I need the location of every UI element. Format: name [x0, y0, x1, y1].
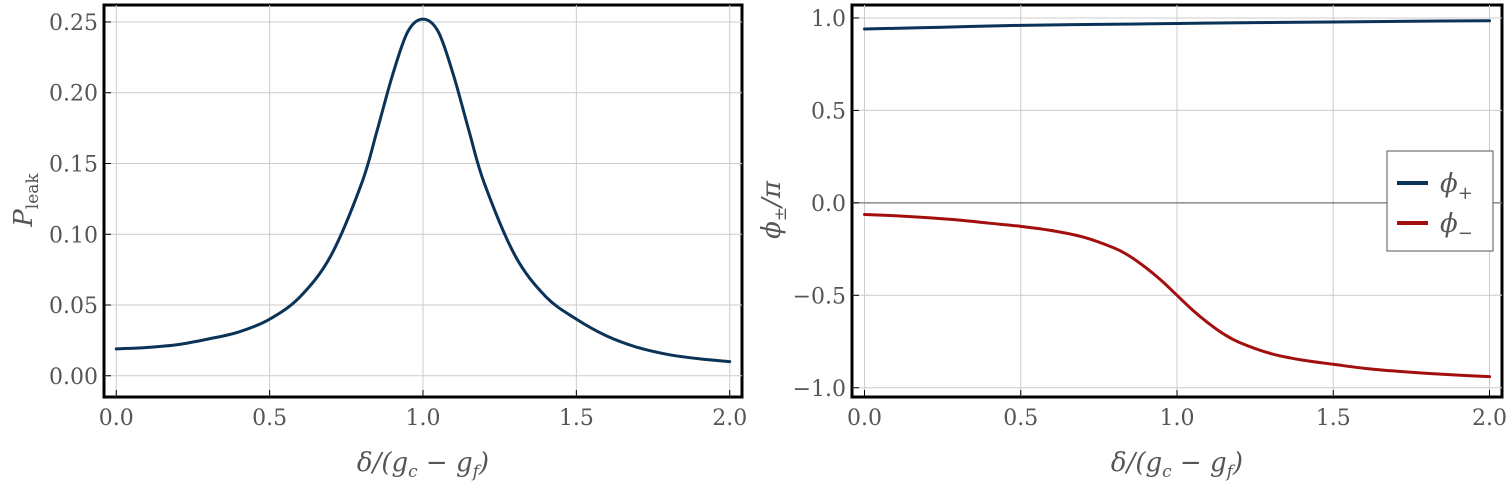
left-y-axis-title: Pleak: [9, 173, 43, 228]
left-x-axis-title: δ/(gc − gf): [357, 448, 489, 482]
left-series-p-leak-line: [114, 17, 732, 364]
left-y-tick-label: 0.05: [49, 294, 98, 319]
right-x-tick-label: 2.0: [1472, 406, 1507, 431]
right-y-tick-label: −0.5: [793, 284, 846, 309]
right-y-axis-title: ϕ±/π: [757, 180, 791, 239]
left-chart: 0.0 0.5 1.0 1.5 2.00.000.050.100.150.200.25 …: [9, 3, 747, 482]
right-series-phi-plus-line: [863, 19, 1491, 31]
left-y-tick-label: 0.00: [49, 365, 98, 390]
right-chart: 0.0 0.5 1.0 1.5 2.0 −1.0 −0.5 0.0 0.5 1.0 δ/(gc −…: [757, 3, 1507, 482]
left-x-tick-label: 0.5: [252, 406, 287, 431]
left-ticks: 0.0 0.5 1.0 1.5 2.0 0.00 0.05 0.10 0.15 0.20 0.25: [49, 11, 747, 431]
left-series: [114, 17, 732, 364]
legend: ϕ+ϕ−: [1386, 150, 1494, 252]
right-x-tick-label: 1.5: [1316, 406, 1351, 431]
right-y-tick-label: 0.5: [811, 99, 846, 124]
left-y-tick-label: 0.10: [49, 223, 98, 248]
right-ticks: 0.0 0.5 1.0 1.5 2.0 −1.0 −0.5 0.0 0.5 1.0: [793, 7, 1507, 431]
right-y-tick-label: −1.0: [793, 377, 846, 402]
right-y-tick-label: 1.0: [811, 7, 846, 32]
left-y-tick-label: 0.20: [49, 82, 98, 107]
right-x-tick-label: 0.0: [847, 406, 882, 431]
left-grid: [104, 5, 742, 397]
left-x-tick-label: 1.0: [406, 406, 441, 431]
right-x-tick-label: 0.5: [1003, 406, 1038, 431]
right-series-phi-minus-line: [863, 212, 1491, 379]
right-series: [863, 19, 1491, 379]
right-y-tick-label: 0.0: [811, 192, 846, 217]
legend-box: [1386, 150, 1494, 252]
left-x-tick-label: 0.0: [99, 406, 134, 431]
left-x-tick-label: 1.5: [559, 406, 594, 431]
right-x-axis-title: δ/(gc − gf): [1111, 448, 1243, 482]
left-y-tick-label: 0.25: [49, 11, 98, 36]
left-y-tick-label: 0.15: [49, 152, 98, 177]
left-x-tick-label: 2.0: [712, 406, 747, 431]
right-x-tick-label: 1.0: [1160, 406, 1195, 431]
